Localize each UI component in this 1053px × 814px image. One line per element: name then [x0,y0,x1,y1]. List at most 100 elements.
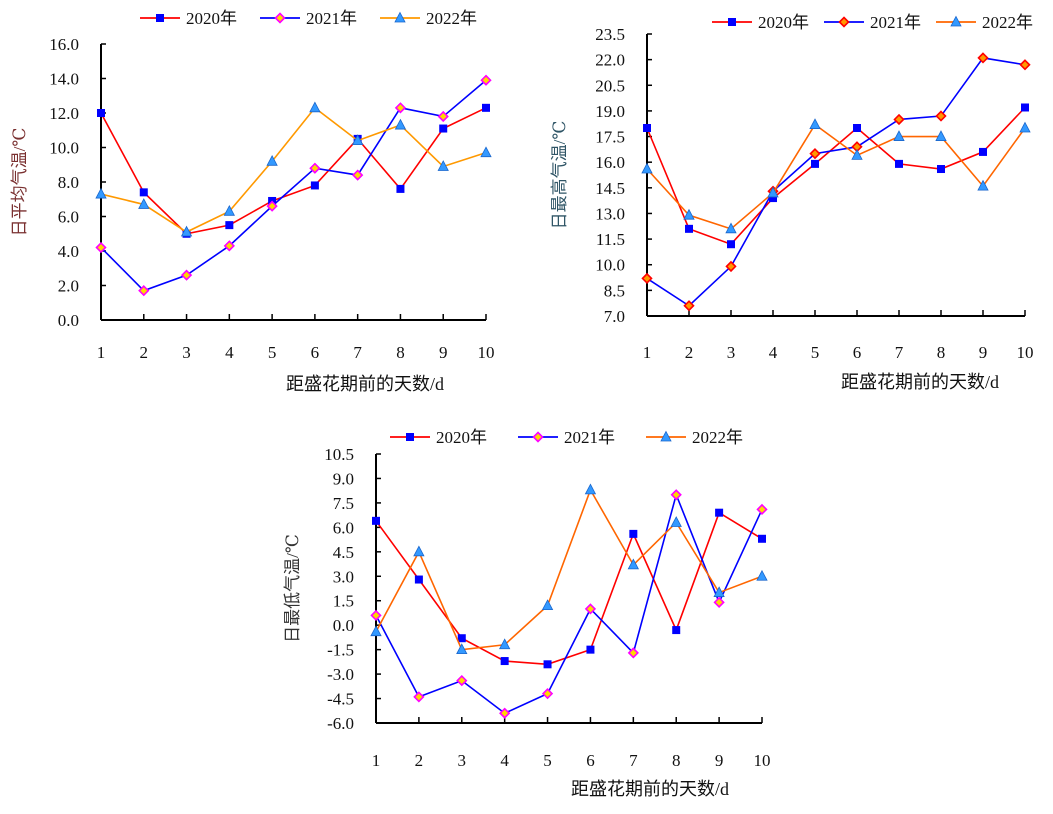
data-point [543,660,552,669]
x-tick-label: 10 [754,751,771,770]
y-axis-label: 日最高气温/℃ [550,121,569,230]
y-axis-label: 日平均气温/℃ [10,128,29,237]
legend-marker [394,11,406,23]
data-point [223,240,235,252]
x-tick-label: 1 [97,343,106,362]
legend-marker [660,430,672,442]
data-point [641,272,653,285]
y-tick-label: 4.0 [58,242,79,261]
data-point [139,188,148,197]
data-point [456,643,468,655]
x-tick-label: 4 [769,343,778,362]
data-point [413,691,425,703]
data-point [584,603,597,615]
data-point [180,269,193,281]
x-tick-label: 1 [643,343,652,362]
data-point [499,707,511,719]
data-point [853,124,861,132]
data-point [895,159,903,168]
x-tick-label: 5 [811,343,820,362]
data-point [138,198,150,209]
legend-marker [950,15,962,27]
data-point [683,300,695,312]
series-2022年 [641,118,1031,234]
x-tick-label: 5 [268,343,277,362]
data-point [414,575,423,584]
x-tick-label: 5 [543,751,552,770]
data-point [480,74,492,86]
series-2021年 [370,489,768,719]
series-line [375,487,763,651]
x-tick-label: 8 [672,751,681,770]
y-tick-label: -1.5 [327,641,354,660]
x-tick-label: 1 [372,751,381,770]
y-tick-label: 8.5 [604,281,625,300]
x-tick-label: 3 [727,343,736,362]
chart-2: 7.08.510.011.513.014.516.017.519.020.522… [550,13,1034,392]
y-tick-label: 16.0 [595,153,625,172]
data-point [500,657,509,666]
data-point [713,586,725,597]
legend-label: 2021年 [870,13,921,32]
series-2022年 [370,483,768,655]
data-point [979,147,987,156]
y-tick-label: 14.0 [49,70,79,89]
series-line [100,79,487,292]
data-point [370,625,382,637]
data-point [1019,121,1031,133]
data-point [456,674,468,687]
data-point [683,208,695,220]
y-tick-label: 0.0 [58,311,79,330]
legend-marker [838,16,850,28]
data-point [95,187,107,199]
data-point [352,169,364,181]
series-2020年 [643,103,1029,249]
y-tick-label: 10.5 [324,445,354,464]
y-tick-label: 14.5 [595,179,625,198]
legend-label: 2021年 [306,9,357,28]
x-tick-label: 10 [478,343,495,362]
series-2022年 [95,101,492,237]
series-line [100,107,487,235]
legend-marker [274,12,286,24]
x-axis-label: 距盛花期前的天数/d [841,372,999,392]
data-point [643,124,651,132]
legend-label: 2020年 [758,13,809,32]
data-point [1021,103,1029,112]
data-point [715,508,724,517]
x-tick-label: 6 [311,343,320,362]
y-tick-label: 17.5 [595,128,625,147]
y-tick-label: -4.5 [327,690,354,709]
data-point [482,103,490,112]
data-point [266,154,278,166]
data-point [1019,59,1031,71]
legend-marker [728,18,736,26]
data-point [727,240,735,249]
y-tick-label: 3.0 [333,567,354,586]
series-2021年 [95,74,492,297]
data-point [935,130,947,141]
data-point [457,634,466,643]
data-point [670,516,682,527]
x-tick-label: 9 [439,343,448,362]
data-point [685,224,693,233]
data-point [584,483,597,495]
x-tick-label: 3 [458,751,467,770]
y-tick-label: 9.0 [333,469,354,488]
y-tick-label: -6.0 [327,714,354,733]
data-point [725,260,737,273]
y-tick-label: 2.0 [58,277,79,296]
x-axis-label: 距盛花期前的天数/d [571,779,729,799]
data-point [811,159,819,168]
data-point [725,222,737,234]
x-tick-label: 2 [415,751,424,770]
y-tick-label: 6.0 [58,208,79,227]
legend-label: 2020年 [186,9,237,28]
y-tick-label: 11.5 [596,230,625,249]
data-point [851,148,863,160]
series-2020年 [97,103,490,238]
data-point [352,134,364,146]
legend-label: 2022年 [982,13,1033,32]
data-point [937,165,945,174]
series-line [646,106,1026,246]
